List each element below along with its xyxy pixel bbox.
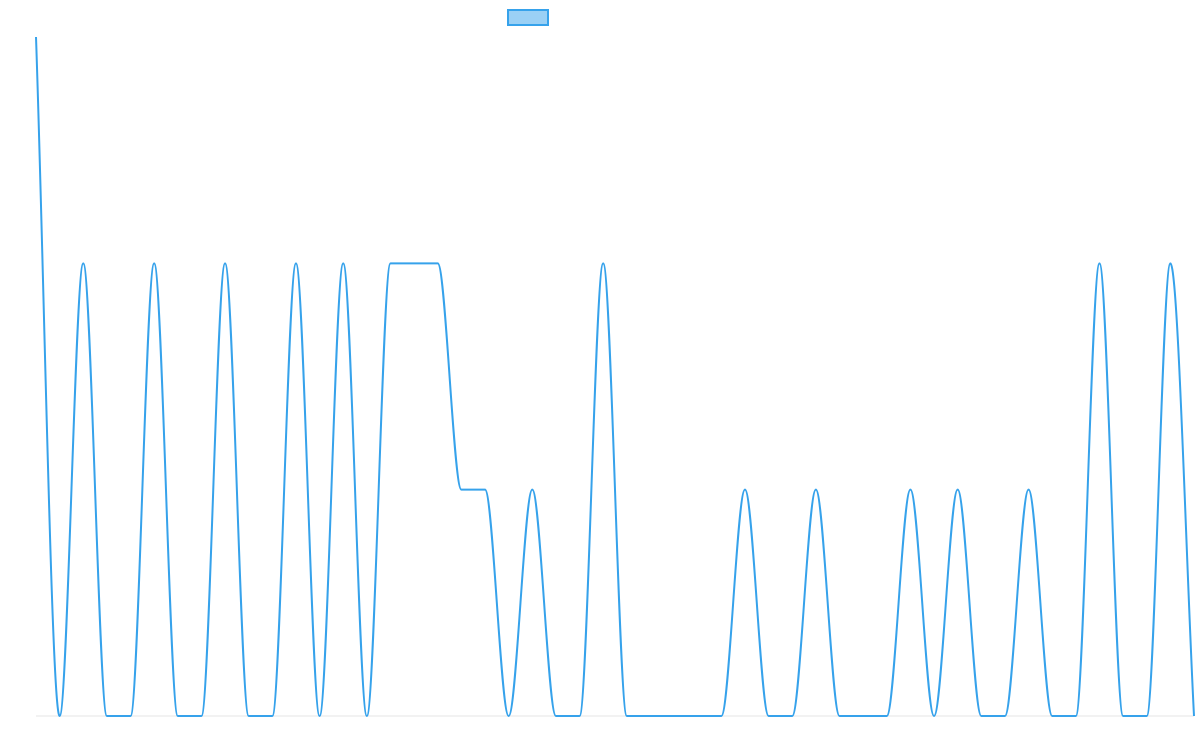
legend-swatch[interactable] xyxy=(507,9,549,26)
series-layer xyxy=(35,36,1195,718)
series-line xyxy=(35,36,1195,718)
legend[interactable] xyxy=(507,9,549,26)
